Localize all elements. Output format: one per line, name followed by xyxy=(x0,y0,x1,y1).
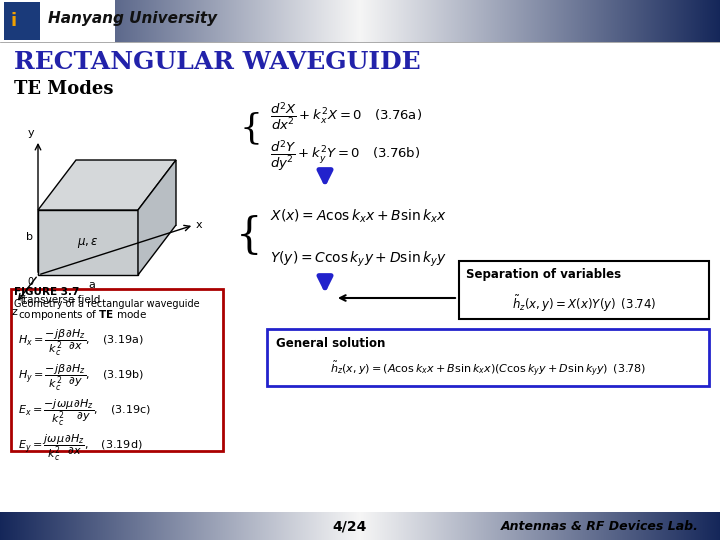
Text: $E_x = \dfrac{-j\omega\mu}{k_c^2}\dfrac{\partial H_z}{\partial y}, \quad (3.19\m: $E_x = \dfrac{-j\omega\mu}{k_c^2}\dfrac{… xyxy=(18,398,151,428)
Text: i: i xyxy=(11,12,17,30)
Text: $\tilde{h}_z(x,y) = (A\cos k_x x + B\sin k_x x)(C\cos k_y y + D\sin k_y y) \ensp: $\tilde{h}_z(x,y) = (A\cos k_x x + B\sin… xyxy=(330,359,646,379)
Text: y: y xyxy=(27,128,34,138)
Text: General solution: General solution xyxy=(276,337,385,350)
Text: {: { xyxy=(235,215,262,257)
Polygon shape xyxy=(38,210,138,275)
Bar xyxy=(0,42,720,512)
Polygon shape xyxy=(38,160,176,210)
Bar xyxy=(4,2,40,40)
Text: 0: 0 xyxy=(28,277,34,287)
FancyBboxPatch shape xyxy=(11,289,223,451)
Text: $\mu, \epsilon$: $\mu, \epsilon$ xyxy=(77,235,99,249)
Text: a: a xyxy=(89,280,96,290)
Text: $H_y = \dfrac{-j\beta}{k_c^2}\dfrac{\partial H_z}{\partial y}, \quad (3.19\mathr: $H_y = \dfrac{-j\beta}{k_c^2}\dfrac{\par… xyxy=(18,363,144,393)
Text: Geometry of a rectangular waveguide: Geometry of a rectangular waveguide xyxy=(14,299,199,309)
Text: Hanyang University: Hanyang University xyxy=(48,11,217,26)
Text: $\dfrac{d^2X}{dx^2} + k_x^2 X = 0 \quad (3.76\mathrm{a})$: $\dfrac{d^2X}{dx^2} + k_x^2 X = 0 \quad … xyxy=(270,100,422,132)
Text: components of $\mathbf{TE}$ mode: components of $\mathbf{TE}$ mode xyxy=(18,308,147,322)
Text: $\dfrac{d^2Y}{dy^2} + k_y^2 Y = 0 \quad (3.76\mathrm{b})$: $\dfrac{d^2Y}{dy^2} + k_y^2 Y = 0 \quad … xyxy=(270,138,420,173)
Text: z: z xyxy=(11,307,17,317)
Text: $Y(y) = C\cos k_y y + D\sin k_y y$: $Y(y) = C\cos k_y y + D\sin k_y y$ xyxy=(270,250,446,269)
FancyBboxPatch shape xyxy=(267,329,709,386)
Text: Antennas & RF Devices Lab.: Antennas & RF Devices Lab. xyxy=(501,519,699,532)
Text: $\tilde{h}_z(x, y) = X(x)Y(y) \enspace (3.74)$: $\tilde{h}_z(x, y) = X(x)Y(y) \enspace (… xyxy=(512,294,656,314)
Text: x: x xyxy=(196,220,202,230)
Text: $H_x = \dfrac{-j\beta}{k_c^2}\dfrac{\partial H_z}{\partial x}, \quad (3.19\mathr: $H_x = \dfrac{-j\beta}{k_c^2}\dfrac{\par… xyxy=(18,328,143,358)
Polygon shape xyxy=(138,160,176,275)
Text: $E_y = \dfrac{j\omega\mu}{k_c^2}\dfrac{\partial H_z}{\partial x}, \quad (3.19\ma: $E_y = \dfrac{j\omega\mu}{k_c^2}\dfrac{\… xyxy=(18,433,143,463)
Text: b: b xyxy=(26,233,33,242)
Text: RECTANGULAR WAVEGUIDE: RECTANGULAR WAVEGUIDE xyxy=(14,50,420,74)
Text: TE Modes: TE Modes xyxy=(14,80,114,98)
Text: 4/24: 4/24 xyxy=(333,519,367,533)
Text: Transverse field: Transverse field xyxy=(18,295,100,305)
Bar xyxy=(0,0,115,42)
FancyBboxPatch shape xyxy=(459,261,709,319)
Text: FIGURE 3.7: FIGURE 3.7 xyxy=(14,287,79,297)
Text: {: { xyxy=(239,111,262,145)
Text: $X(x) = A\cos k_x x + B\sin k_x x$: $X(x) = A\cos k_x x + B\sin k_x x$ xyxy=(270,208,447,225)
Text: Separation of variables: Separation of variables xyxy=(466,268,621,281)
